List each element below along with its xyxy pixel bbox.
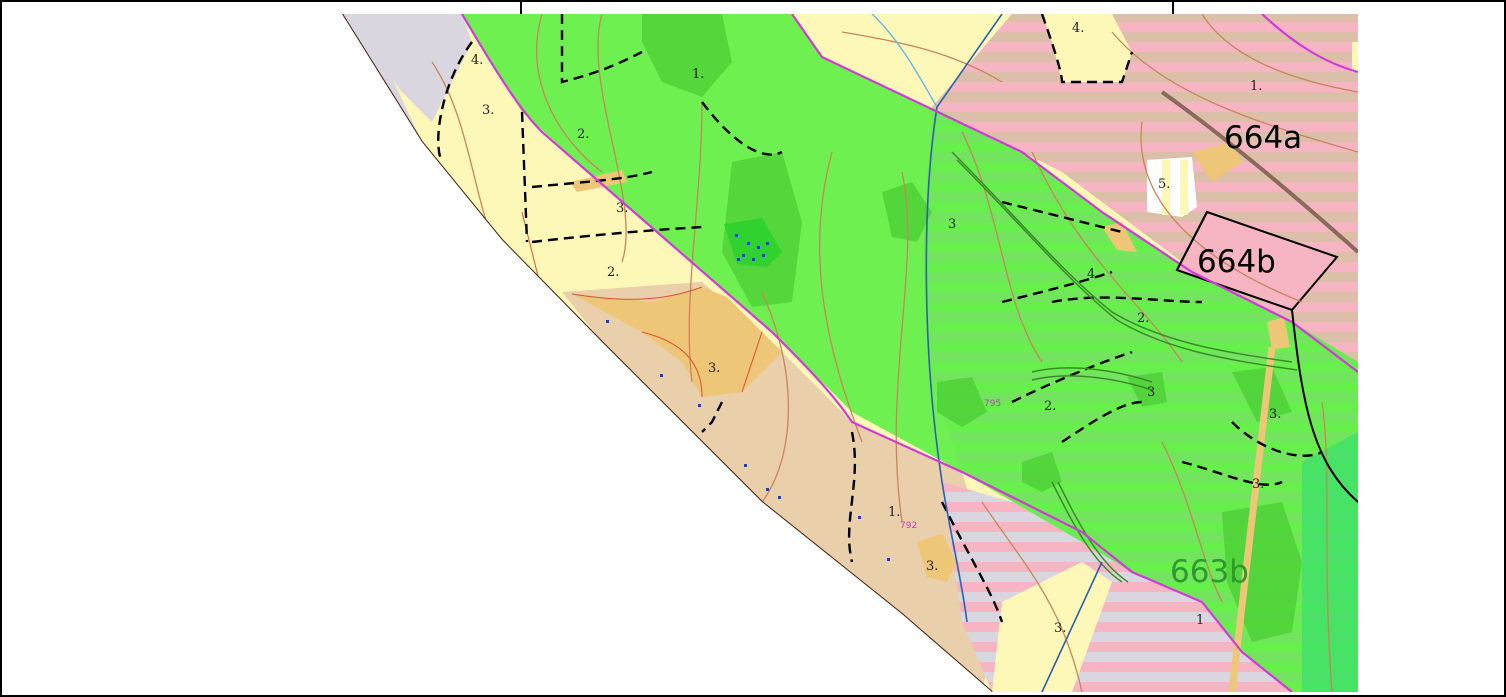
label-sub-4-left: 4.	[471, 53, 483, 68]
label-sub-3-green-a: 3	[948, 217, 956, 232]
label-sub-1-right: 1.	[692, 67, 704, 82]
label-sub-1-top: 1.	[1250, 79, 1262, 94]
label-sub-4-green: 4.	[1087, 267, 1099, 282]
label-sub-3-left-top: 3.	[482, 103, 494, 118]
plot-4-top[interactable]	[1042, 14, 1132, 82]
clearing-white[interactable]	[1147, 157, 1197, 217]
label-sub-2-mid: 2.	[607, 265, 619, 280]
patch-green-right-edge[interactable]	[1302, 432, 1358, 692]
stand-boundaries	[521, 211, 763, 398]
label-sub-1-bottom: 1.	[888, 505, 900, 520]
patch-orange-5[interactable]	[917, 534, 957, 582]
label-compartment-664a[interactable]: 664a	[1224, 120, 1302, 156]
boundary-blue	[925, 14, 1003, 623]
stand-tan-lower[interactable]	[562, 282, 1002, 692]
patch-orange-1[interactable]	[572, 287, 782, 397]
stand-yellow-bottom[interactable]	[992, 562, 1112, 692]
frame-tick	[1172, 2, 1174, 14]
track	[1160, 90, 1358, 254]
black-boundaries	[1176, 211, 1358, 503]
label-sub-3-green-c: 3.	[1269, 407, 1281, 422]
label-point-795: 795	[984, 399, 1001, 409]
label-sub-2-right: 2.	[1137, 311, 1149, 326]
patch-orange-6[interactable]	[1267, 317, 1290, 350]
label-sub-5: 5.	[1158, 177, 1170, 192]
label-sub-2-green: 2.	[1044, 399, 1056, 414]
contour-lines	[431, 14, 1358, 692]
patch-dark-green-1[interactable]	[642, 14, 732, 97]
label-compartment-663b[interactable]: 663b	[1170, 554, 1249, 590]
patch-dark-green-4[interactable]	[937, 377, 987, 427]
compartment-boundaries	[461, 14, 1358, 692]
plot-right-edge[interactable]	[1352, 42, 1358, 72]
label-sub-3-tan: 3.	[708, 361, 720, 376]
label-sub-3-left: 3.	[616, 201, 628, 216]
label-sub-1-bottom-right: 1	[1196, 613, 1204, 628]
patch-dark-green-8[interactable]	[1232, 367, 1292, 422]
label-sub-3-small: 3.	[926, 559, 938, 574]
patch-orange-3[interactable]	[1192, 142, 1242, 182]
stream	[871, 14, 938, 108]
frame-tick	[520, 2, 522, 14]
label-point-792: 792	[900, 521, 917, 531]
label-sub-3-bottom: 3.	[1054, 621, 1066, 636]
label-sub-3-green-b: 3	[1147, 385, 1155, 400]
survey-points	[606, 234, 890, 561]
road-top-left	[342, 14, 472, 122]
patch-bright-green[interactable]	[724, 218, 782, 267]
patch-dark-green-6[interactable]	[1127, 372, 1167, 407]
label-sub-3-green-d: 3.	[1252, 477, 1264, 492]
boundary-blue-2	[1041, 561, 1103, 692]
forest-paths	[951, 151, 1298, 583]
map-edge	[342, 14, 993, 692]
label-compartment-664b[interactable]: 664b	[1197, 244, 1276, 280]
label-sub-4-top: 4.	[1072, 21, 1084, 36]
label-sub-2-left: 2.	[577, 127, 589, 142]
